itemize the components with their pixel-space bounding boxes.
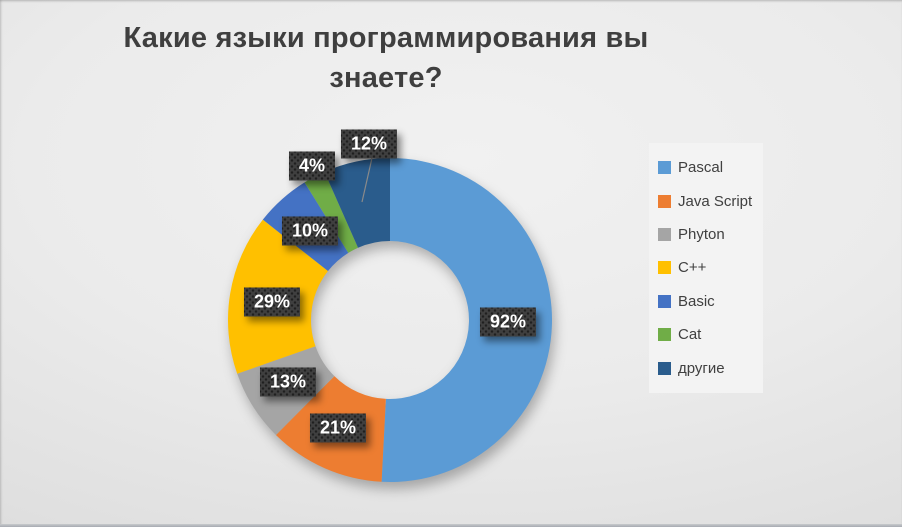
data-label-c-plus-plus: 29% xyxy=(244,288,300,317)
legend-item-others[interactable]: другие xyxy=(658,361,763,376)
legend-item-phyton[interactable]: Phyton xyxy=(658,227,763,242)
data-label-others: 12% xyxy=(341,130,397,159)
pie-slice-pascal[interactable] xyxy=(381,158,553,482)
legend-swatch-basic xyxy=(658,294,671,308)
chart-title: Какие языки программирования вы знаете? xyxy=(123,22,649,95)
legend-swatch-c-plus-plus xyxy=(658,261,671,275)
legend-swatch-pascal xyxy=(658,161,671,175)
leader-line-12-percent xyxy=(361,157,373,203)
pie-slice-cat[interactable] xyxy=(304,171,359,253)
legend-item-pascal[interactable]: Pascal xyxy=(658,160,763,175)
data-label-pascal: 92% xyxy=(480,308,536,337)
legend-swatch-others xyxy=(658,361,671,375)
legend-item-java-script[interactable]: Java Script xyxy=(658,194,763,209)
data-label-phyton: 13% xyxy=(260,368,316,397)
data-label-basic: 10% xyxy=(282,217,338,246)
legend-label: C++ xyxy=(678,259,707,277)
legend-swatch-cat xyxy=(658,328,671,342)
pie-slice-others[interactable] xyxy=(324,158,390,248)
legend-label: Java Script xyxy=(678,192,753,210)
data-label-cat: 4% xyxy=(289,152,335,181)
legend-label: Pascal xyxy=(678,159,724,177)
legend: Pascal Java Script Phyton C++ Basic Cat другие xyxy=(649,143,763,393)
legend-item-basic[interactable]: Basic xyxy=(658,294,763,309)
data-label-java-script: 21% xyxy=(310,414,366,443)
legend-label: Phyton xyxy=(678,226,725,244)
legend-swatch-java-script xyxy=(658,194,671,208)
legend-label: Cat xyxy=(678,326,702,344)
legend-item-c-plus-plus[interactable]: C++ xyxy=(658,260,763,275)
slide-bottom-edge xyxy=(0,524,902,527)
legend-label: другие xyxy=(678,359,725,377)
legend-swatch-phyton xyxy=(658,228,671,242)
legend-item-cat[interactable]: Cat xyxy=(658,327,763,342)
legend-label: Basic xyxy=(678,292,715,310)
